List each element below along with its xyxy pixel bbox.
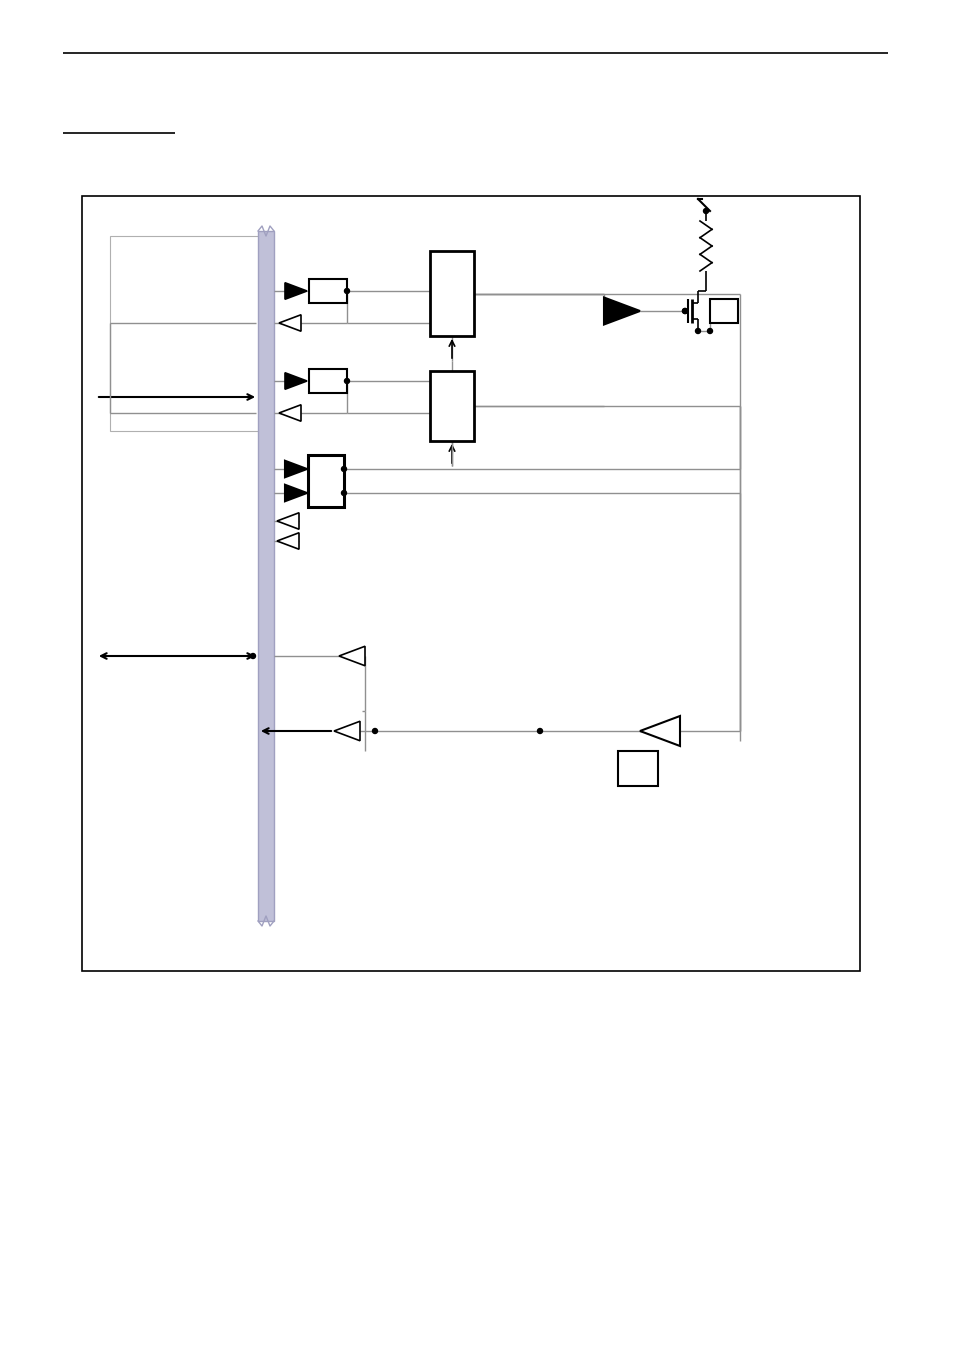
Circle shape: [707, 328, 712, 334]
Circle shape: [702, 208, 708, 213]
Polygon shape: [334, 721, 359, 740]
Circle shape: [695, 328, 700, 334]
Polygon shape: [276, 532, 298, 550]
Circle shape: [681, 308, 687, 313]
Circle shape: [251, 654, 255, 658]
Circle shape: [341, 466, 346, 471]
Polygon shape: [285, 282, 307, 300]
Polygon shape: [285, 485, 307, 501]
Circle shape: [537, 728, 542, 734]
Polygon shape: [278, 315, 301, 331]
Polygon shape: [276, 513, 298, 530]
Polygon shape: [285, 461, 307, 477]
Polygon shape: [278, 405, 301, 422]
Bar: [430, 372, 474, 440]
Bar: [309, 369, 347, 393]
Circle shape: [341, 490, 346, 496]
Bar: [618, 751, 658, 786]
Polygon shape: [285, 373, 307, 389]
Polygon shape: [603, 297, 639, 324]
Bar: [309, 280, 347, 303]
Bar: [257, 231, 274, 921]
Bar: [110, 236, 262, 431]
Polygon shape: [639, 716, 679, 746]
Bar: [709, 299, 738, 323]
Circle shape: [344, 378, 349, 384]
Circle shape: [681, 308, 687, 313]
Bar: [82, 196, 859, 971]
Polygon shape: [338, 646, 365, 666]
Bar: [308, 455, 344, 507]
Bar: [430, 251, 474, 336]
Circle shape: [372, 728, 377, 734]
Circle shape: [344, 289, 349, 293]
